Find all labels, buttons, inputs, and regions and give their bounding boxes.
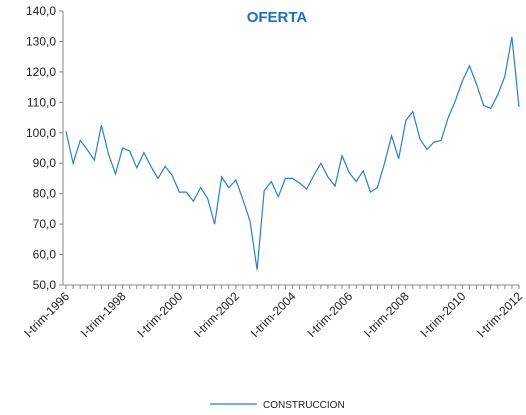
- y-tick-label: 140,0: [26, 4, 56, 18]
- x-tick-label: I-trim-2000: [134, 289, 185, 340]
- y-tick-label: 70,0: [33, 217, 57, 231]
- x-tick-label: I-trim-2010: [418, 289, 469, 340]
- x-tick-label: I-trim-2002: [191, 289, 242, 340]
- y-tick-label: 100,0: [26, 126, 56, 140]
- x-tick-label: I-trim-2004: [248, 289, 299, 340]
- x-tick-label: I-trim-1996: [21, 289, 72, 340]
- y-tick-label: 130,0: [26, 34, 56, 48]
- x-tick-label: I-trim-1998: [78, 289, 129, 340]
- y-tick-label: 90,0: [33, 156, 57, 170]
- x-tick-label: I-trim-2012: [474, 289, 525, 340]
- y-tick-label: 120,0: [26, 65, 56, 79]
- chart-title: OFERTA: [247, 9, 308, 26]
- y-tick-label: 110,0: [27, 95, 56, 109]
- x-tick-label: I-trim-2006: [304, 289, 355, 340]
- data-line: [65, 36, 520, 270]
- x-tick-label: I-trim-2008: [361, 289, 412, 340]
- y-tick-label: 50,0: [33, 278, 57, 292]
- legend-label: CONSTRUCCION: [263, 400, 345, 411]
- y-tick-label: 80,0: [33, 187, 57, 201]
- y-tick-label: 60,0: [33, 248, 57, 262]
